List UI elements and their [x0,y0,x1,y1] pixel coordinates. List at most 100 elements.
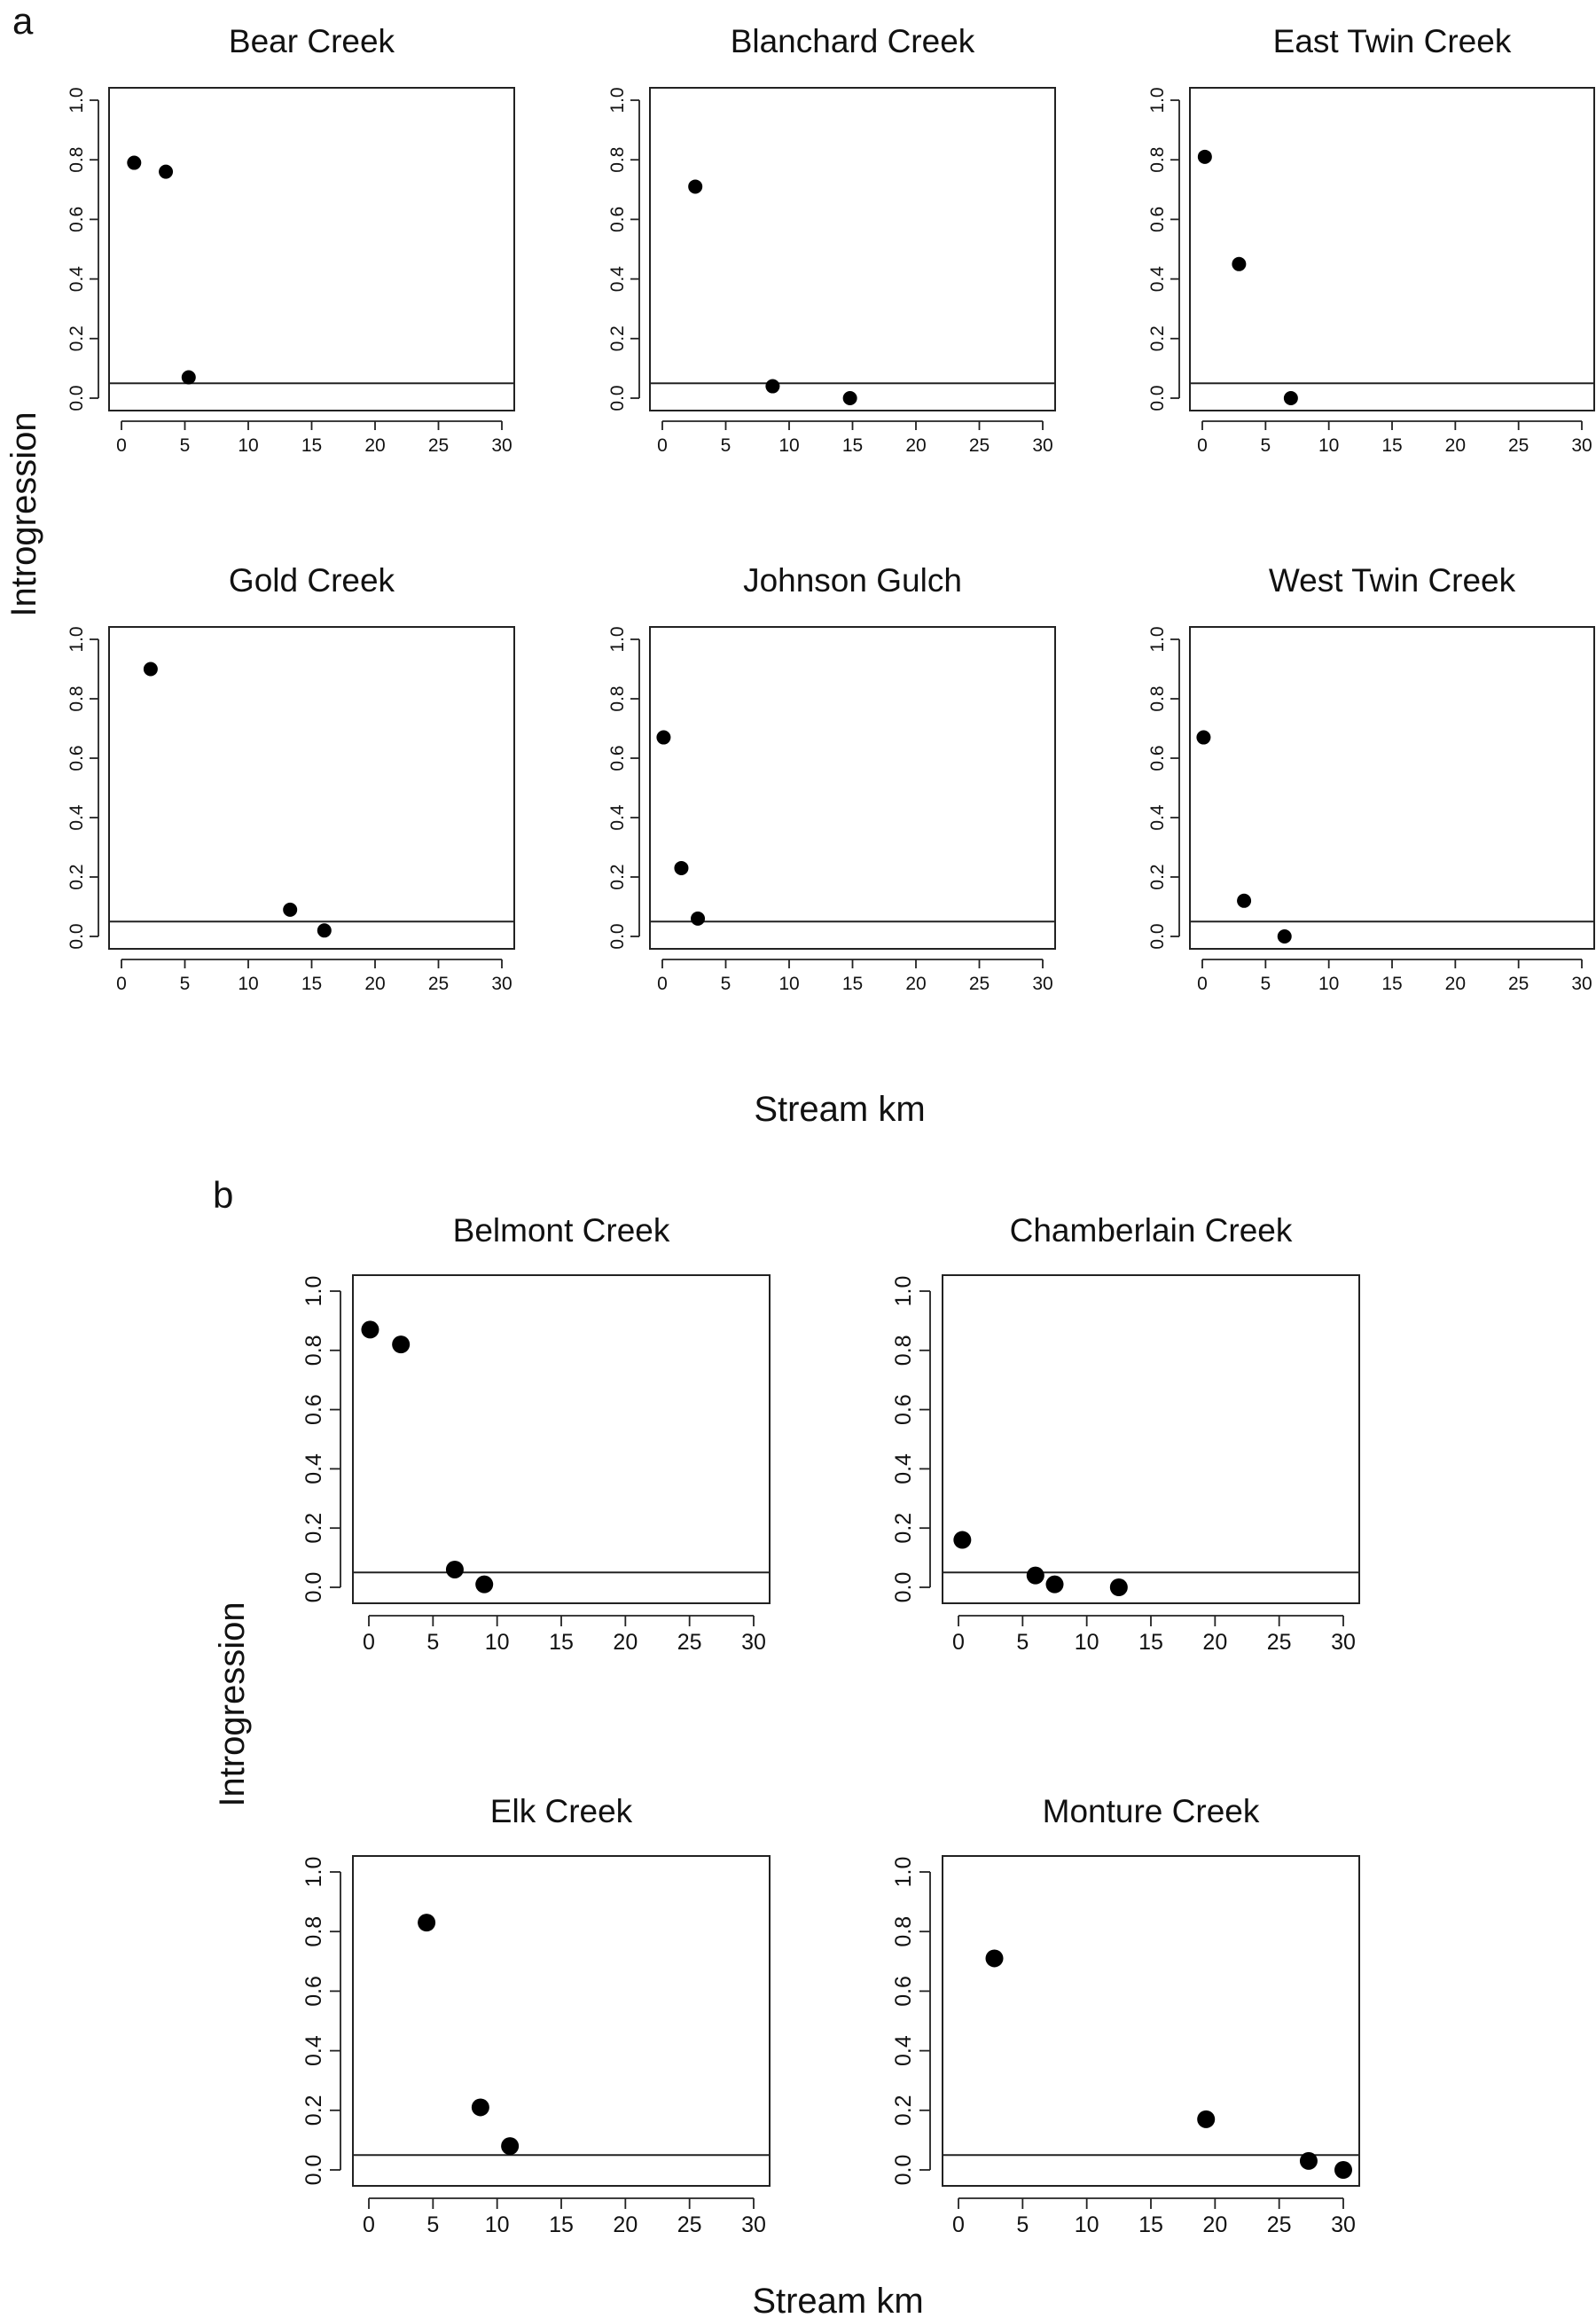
y-tick-label: 0.6 [1147,207,1168,232]
y-tick-label: 0.6 [66,207,87,232]
x-tick-label: 0 [363,2212,375,2237]
x-tick-label: 15 [301,435,322,456]
x-tick-label: 5 [180,974,191,994]
y-tick-label: 0.8 [1147,147,1168,173]
scatter-panels: Bear Creek 0 5 10 15 20 25 30 0.0 0.2 0.4 0.6 0.8 1.0… [66,23,1595,2237]
x-tick-label: 25 [1508,974,1529,994]
x-tick-label: 30 [1032,974,1052,994]
x-tick-label: 0 [657,974,668,994]
data-point [985,1949,1004,1968]
part-b-label: b [213,1174,233,1216]
x-tick-label: 5 [426,1630,439,1655]
x-tick-label: 25 [1508,435,1529,456]
data-point [1277,929,1292,944]
y-tick-label: 0.0 [1147,923,1168,949]
x-tick-label: 20 [613,1630,638,1655]
panel-title: Monture Creek [1043,1793,1260,1829]
y-tick-label: 0.0 [301,1572,326,1603]
y-tick-label: 0.0 [1147,385,1168,411]
x-tick-label: 10 [238,974,258,994]
scatter-panel: East Twin Creek 0 5 10 15 20 25 30 0.0 0.2 0.4 0.6 0… [1147,23,1595,456]
x-tick-label: 15 [301,974,322,994]
x-tick-label: 15 [549,2212,574,2237]
x-tick-label: 0 [1197,974,1208,994]
plot-frame [942,1274,1360,1604]
y-tick-label: 0.4 [301,1453,326,1484]
y-tick-label: 1.0 [891,1857,916,1888]
y-tick-label: 0.8 [1147,685,1168,711]
scatter-panel: Gold Creek 0 5 10 15 20 25 30 0.0 0.2 0.4 0.6 0.8 1.0 [66,562,515,994]
y-tick-label: 0.4 [301,2035,326,2066]
plot-frame [352,1855,771,2187]
data-point [1232,256,1247,271]
y-tick-label: 0.4 [1147,804,1168,831]
panel-title: East Twin Creek [1273,23,1512,59]
y-tick-label: 0.0 [66,923,87,949]
x-tick-label: 30 [1571,435,1592,456]
x-tick-label: 15 [842,435,863,456]
y-tick-label: 0.6 [1147,745,1168,771]
scatter-panel: Monture Creek 0 5 10 15 20 25 30 0.0 0.2 0.4 0.6 0.8… [891,1793,1360,2237]
x-tick-label: 5 [721,974,732,994]
scatter-panel: Johnson Gulch 0 5 10 15 20 25 30 0.0 0.2 0.4 0.6 0.8… [607,562,1056,994]
panel-title: Bear Creek [229,23,395,59]
data-point [953,1531,972,1549]
scatter-panel: Blanchard Creek 0 5 10 15 20 25 30 0.0 0.2 0.4 0.6 0… [607,23,1056,456]
part-a-label: a [12,0,34,42]
data-point [361,1320,379,1339]
x-tick-label: 20 [1202,2212,1227,2237]
data-point [765,379,780,394]
y-tick-label: 0.8 [891,1335,916,1366]
y-tick-label: 1.0 [1147,626,1168,652]
x-tick-label: 20 [613,2212,638,2237]
x-tick-label: 10 [1075,1630,1099,1655]
data-point [471,2098,489,2117]
x-tick-label: 0 [116,974,127,994]
x-tick-label: 15 [549,1630,574,1655]
y-tick-label: 0.0 [607,923,628,949]
y-tick-label: 0.2 [1147,325,1168,351]
x-tick-label: 10 [238,435,258,456]
data-point [1109,1578,1128,1596]
y-tick-label: 0.4 [607,266,628,293]
y-tick-label: 0.4 [891,2035,916,2066]
y-tick-label: 0.4 [1147,266,1168,293]
y-tick-label: 0.4 [66,266,87,293]
x-tick-label: 10 [1318,435,1339,456]
y-tick-label: 0.2 [891,1513,916,1544]
panel-title: Chamberlain Creek [1010,1212,1293,1249]
y-tick-label: 0.8 [891,1916,916,1947]
y-tick-label: 0.6 [891,1976,916,2007]
x-tick-label: 5 [1260,974,1271,994]
x-tick-label: 0 [657,435,668,456]
x-tick-label: 30 [1331,2212,1356,2237]
x-tick-label: 15 [1381,974,1402,994]
x-tick-label: 0 [952,1630,965,1655]
y-tick-label: 0.0 [607,385,628,411]
x-tick-label: 30 [491,974,512,994]
x-tick-label: 10 [778,435,799,456]
y-tick-label: 0.2 [1147,864,1168,889]
x-tick-label: 10 [1075,2212,1099,2237]
y-tick-label: 0.2 [607,325,628,351]
x-tick-label: 15 [1138,2212,1163,2237]
y-tick-label: 0.8 [607,685,628,711]
data-point [392,1335,411,1354]
y-tick-label: 0.2 [66,325,87,351]
data-point [445,1560,464,1578]
x-tick-label: 5 [1260,435,1271,456]
x-tick-label: 25 [969,435,990,456]
x-tick-label: 20 [364,435,385,456]
x-tick-label: 15 [1138,1630,1163,1655]
data-point [842,391,857,405]
y-tick-label: 0.0 [66,385,87,411]
y-tick-label: 1.0 [607,626,628,652]
y-tick-label: 1.0 [1147,87,1168,113]
x-tick-label: 10 [778,974,799,994]
y-tick-label: 1.0 [301,1276,326,1307]
panel-title: Johnson Gulch [743,562,962,599]
x-tick-label: 15 [1381,435,1402,456]
x-tick-label: 25 [1267,1630,1292,1655]
data-point [674,860,689,875]
